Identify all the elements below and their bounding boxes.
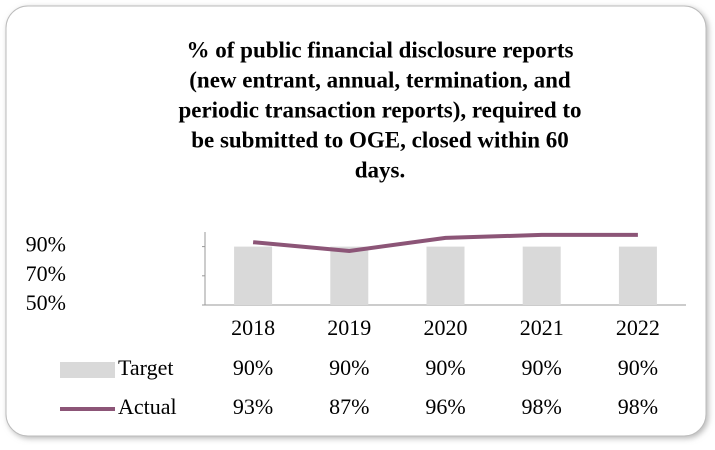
legend-label: Actual [118,394,177,419]
legend-swatch [60,362,115,378]
bar [234,246,273,305]
chart-title: % of public financial disclosure reports [187,37,574,62]
x-tick-label: 2018 [231,315,275,340]
table-value: 93% [233,394,273,419]
bar [618,246,657,305]
legend-label: Target [118,355,173,380]
bar [426,246,465,305]
x-tick-label: 2019 [327,315,371,340]
chart-title: periodic transaction reports), required … [178,97,581,122]
chart-title: be submitted to OGE, closed within 60 [191,127,569,152]
table-value: 90% [522,355,562,380]
x-tick-label: 2020 [424,315,468,340]
chart-title: days. [355,157,406,182]
y-tick-label: 70% [26,261,66,286]
table-value: 98% [522,394,562,419]
y-tick-label: 50% [26,290,66,315]
table-value: 90% [425,355,465,380]
x-tick-label: 2021 [520,315,564,340]
table-value: 90% [329,355,369,380]
table-value: 90% [233,355,273,380]
bar [330,246,369,305]
table-value: 90% [618,355,658,380]
x-tick-label: 2022 [616,315,660,340]
table-value: 98% [618,394,658,419]
table-value: 87% [329,394,369,419]
y-tick-label: 90% [26,232,66,257]
line [252,232,638,253]
chart-title: (new entrant, annual, termination, and [189,67,571,92]
chart-frame [5,5,707,437]
table-value: 96% [425,394,465,419]
bar [522,246,561,305]
